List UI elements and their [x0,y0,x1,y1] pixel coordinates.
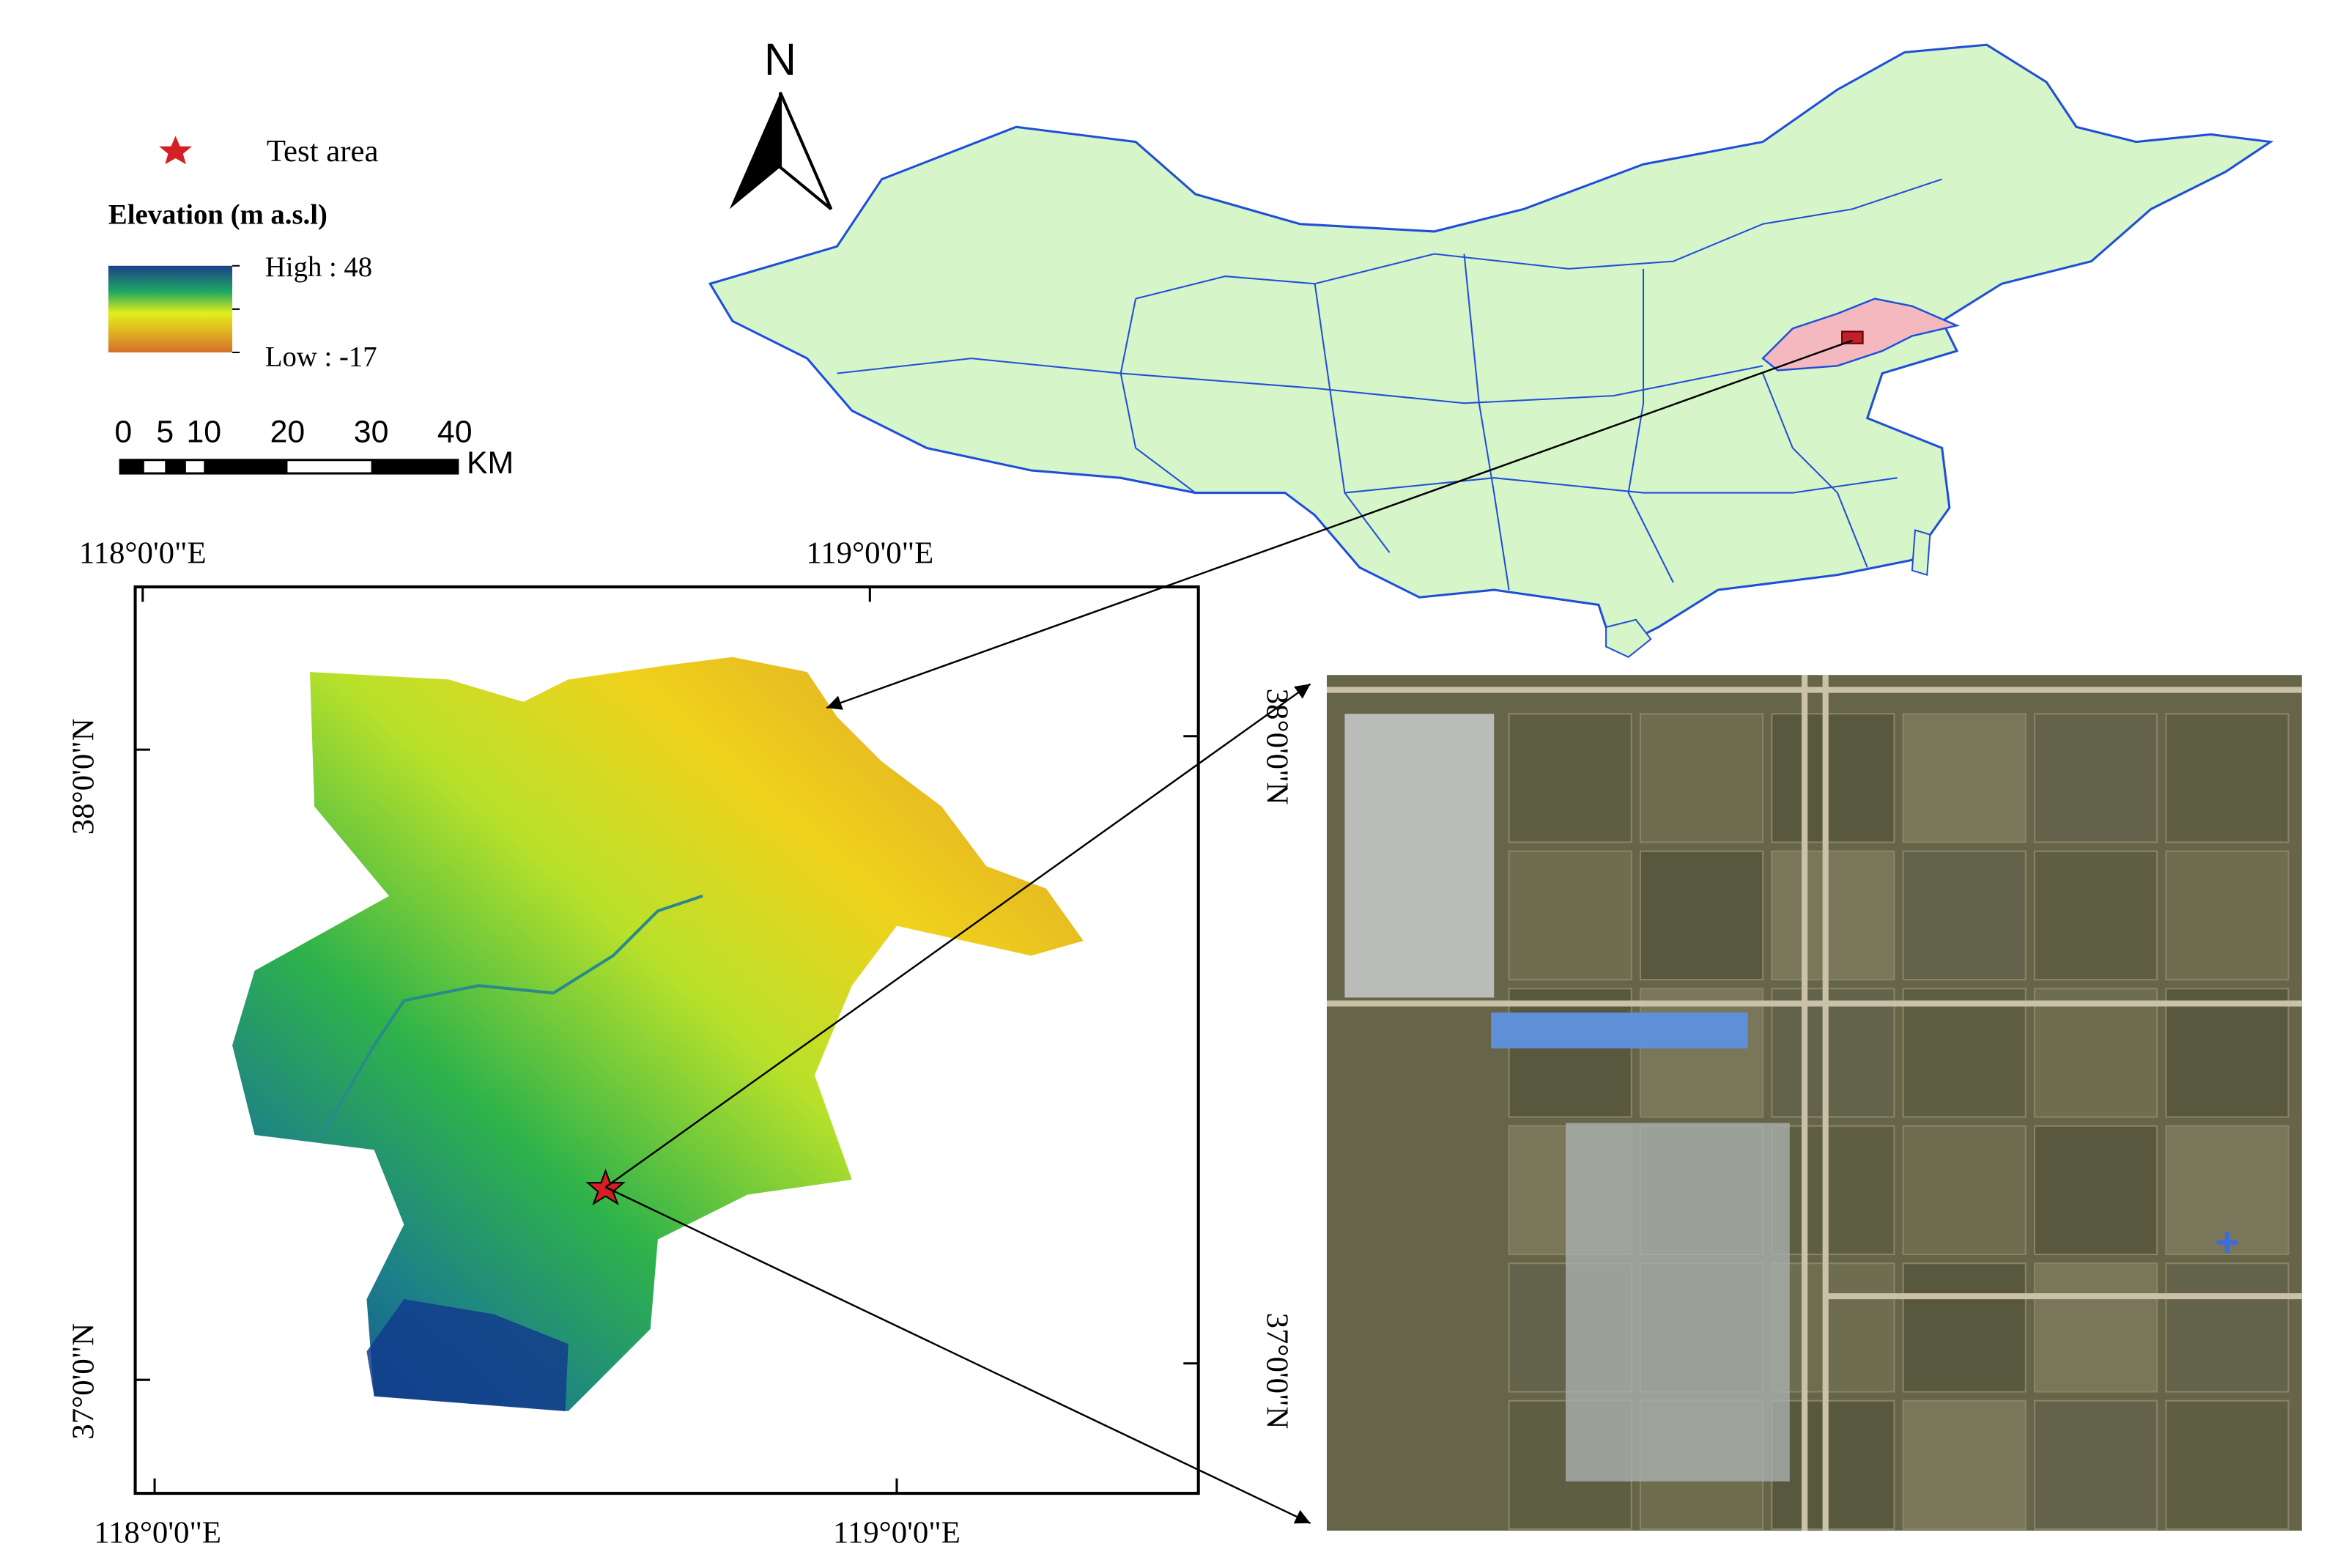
study-area-box [1841,330,1864,344]
lon-label: 118°0'0"E [94,1515,221,1550]
marker [2216,1232,2238,1253]
legend-low: Low : -17 [265,341,377,372]
connector [826,339,1853,710]
factory [1344,714,1495,998]
lat-label: 37°0'0"N [66,1323,100,1440]
field [1771,1125,1895,1256]
border [1463,254,1510,591]
lat-label: 38°0'0"N [66,718,100,835]
field [2033,1262,2158,1393]
field [2033,713,2158,843]
scale-bar: 0 5 10 20 30 40 KM [114,414,514,481]
lon-label: 118°0'0"E [79,536,207,570]
field [2165,1262,2290,1393]
satellite-panel: 38°0'0"N 37°0'0"N [1259,675,2302,1531]
frame-ticks [135,586,1199,1494]
scale-seg [204,459,288,474]
china-outline [708,43,2274,651]
field [1902,713,2026,843]
connector [605,1186,1311,1524]
legend-high: High : 48 [265,251,372,283]
arrow-right [778,92,833,210]
field [2033,1399,2158,1531]
china-map [708,43,2274,658]
field [1508,713,1632,843]
lat-label: 38°0'0"N [1259,689,1294,805]
field [1771,1399,1895,1531]
field [1902,1125,2026,1256]
blue-roof [1491,1012,1748,1049]
field [2165,1399,2290,1531]
field [1639,713,1764,843]
arrow-left [729,92,781,210]
province-borders [837,178,1942,591]
border [1119,298,1196,494]
field [2165,850,2290,981]
legend-label: Test area [267,134,379,169]
field [1771,713,1895,843]
scale-label: 0 [114,414,132,449]
field [2165,713,2290,843]
field [1902,850,2026,981]
field [1902,1399,2026,1531]
roads [1326,675,2302,1531]
greenhouses [1566,1123,1790,1482]
field [1771,1262,1895,1393]
scale-seg [120,459,144,474]
scale-label: 20 [270,414,306,449]
scale-seg [371,459,458,474]
color-bar-ticks [232,265,240,354]
lon-label: 119°0'0"E [833,1515,960,1550]
border [1314,284,1391,553]
field [2033,988,2158,1118]
scale-unit: KM [467,445,514,481]
scale-label: 5 [156,414,174,449]
scale-label: 40 [437,414,473,449]
scale-seg [165,459,186,474]
river [320,894,703,1136]
elevation-area [232,657,1084,1411]
legend: Test area Elevation (m a.s.l) High : 48 … [108,134,379,372]
field [2033,850,2158,981]
field [1639,988,1764,1118]
border [1135,178,1942,300]
taiwan [1911,529,1931,577]
north-arrow: N [729,34,833,210]
north-label: N [764,34,796,84]
elevation-panel: 118°0'0"E 119°0'0"E 38°0'0"N 37°0'0"N 11… [66,536,1200,1550]
hainan [1605,618,1652,658]
lon-label: 119°0'0"E [806,536,933,570]
field [2165,988,2290,1118]
field [1639,850,1764,981]
border [1762,373,1868,568]
border [1344,477,1898,494]
field [1771,988,1895,1118]
color-bar [108,265,233,352]
legend-title: Elevation (m a.s.l) [108,199,327,231]
field [2033,1125,2158,1256]
connector [604,683,1311,1188]
field [1508,850,1632,981]
border [837,358,1763,404]
legend-star [159,136,193,165]
lat-label: 37°0'0"N [1259,1313,1294,1430]
scale-label: 10 [187,414,222,449]
field [1902,988,2026,1118]
low-elevation-zone [366,1299,569,1411]
connectors [604,339,1853,1524]
field [1902,1262,2026,1393]
field [1508,988,1632,1118]
scale-label: 30 [354,414,389,449]
border [1627,268,1674,583]
field [1771,850,1895,981]
